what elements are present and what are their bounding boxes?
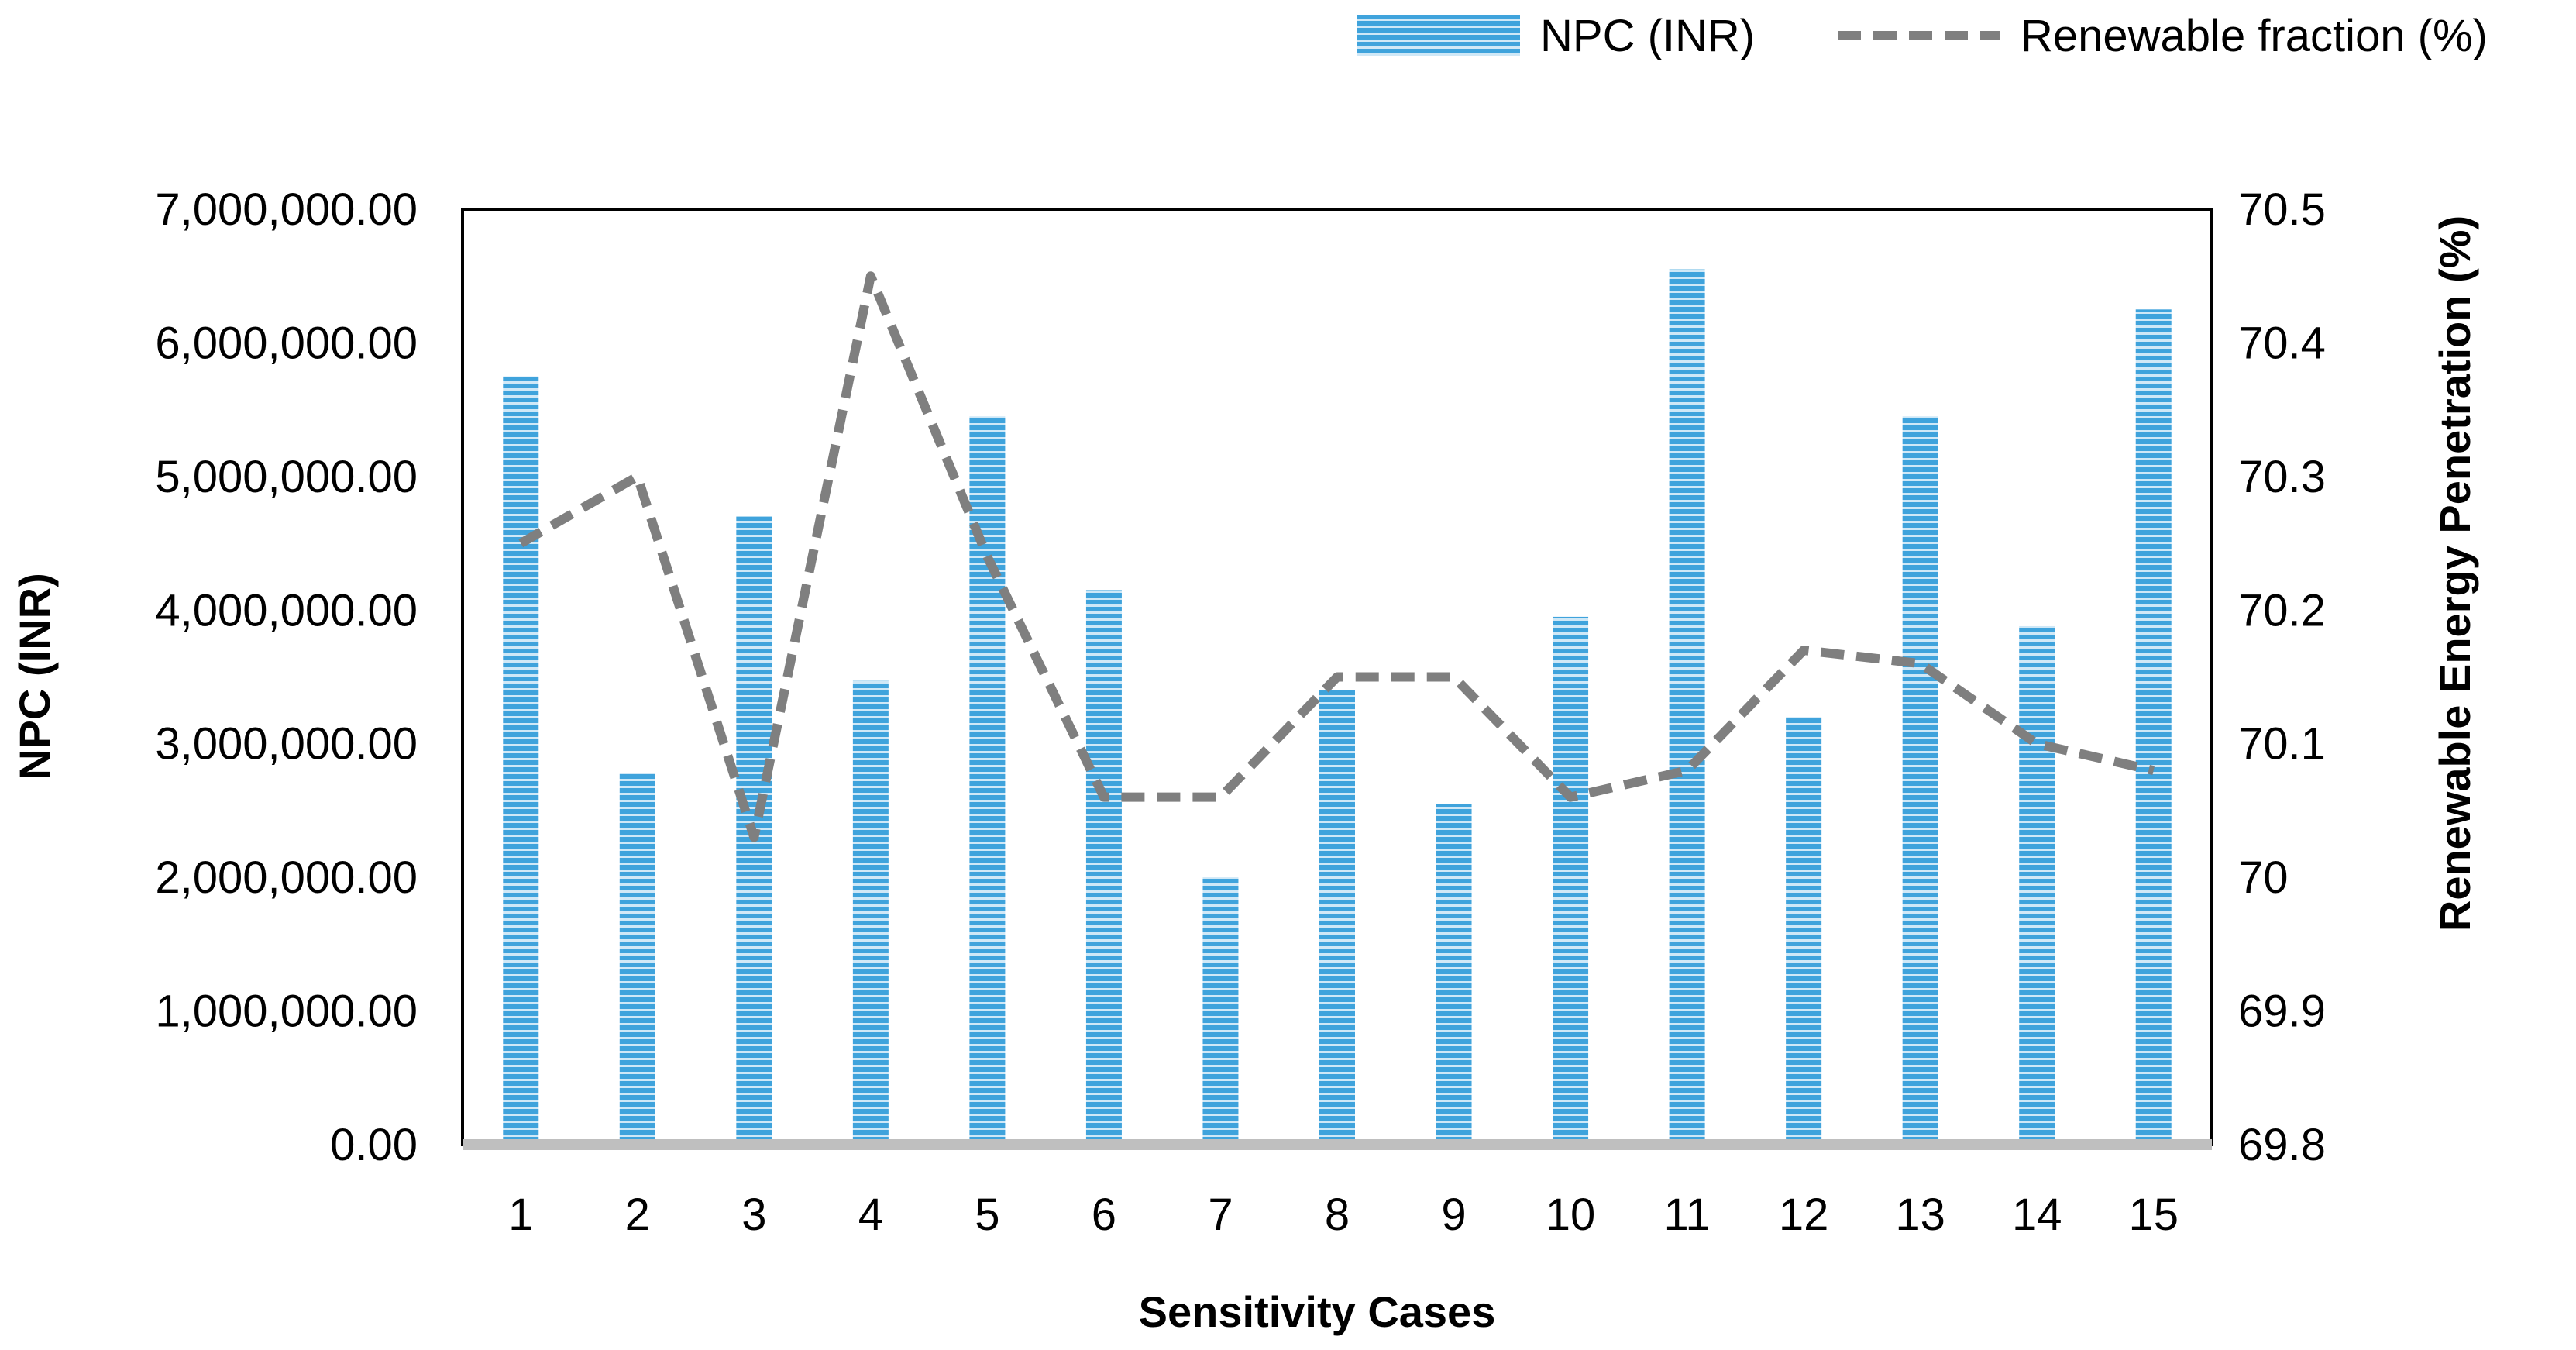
y2-axis-title: Renewable Energy Penetration (%) bbox=[2430, 215, 2479, 932]
bar-series bbox=[503, 269, 2172, 1145]
x-tick-label: 8 bbox=[1325, 1190, 1350, 1240]
y-tick-label: 0.00 bbox=[330, 1120, 418, 1170]
y-tick-label: 4,000,000.00 bbox=[155, 585, 418, 635]
legend-label-renewable: Renewable fraction (%) bbox=[2021, 11, 2488, 61]
bar-case-13 bbox=[1902, 416, 1938, 1145]
x-tick-label: 15 bbox=[2128, 1190, 2179, 1240]
bar-case-12 bbox=[1786, 717, 1822, 1145]
bar-case-7 bbox=[1202, 877, 1239, 1145]
x-tick-label: 11 bbox=[1663, 1190, 1710, 1240]
x-tick-label: 5 bbox=[975, 1190, 999, 1240]
x-tick-label: 7 bbox=[1208, 1190, 1233, 1240]
y-tick-label: 7,000,000.00 bbox=[155, 184, 418, 235]
y2-tick-label: 70.1 bbox=[2238, 719, 2326, 770]
y2-tick-label: 70 bbox=[2238, 852, 2289, 903]
bar-case-2 bbox=[619, 773, 655, 1145]
legend-swatch-npc bbox=[1357, 15, 1520, 56]
bar-case-15 bbox=[2135, 309, 2172, 1145]
bar-case-8 bbox=[1319, 690, 1355, 1145]
y-tick-label: 3,000,000.00 bbox=[155, 719, 418, 770]
y2-tick-label: 70.4 bbox=[2238, 318, 2326, 368]
x-axis-baseline bbox=[463, 1139, 2212, 1150]
bar-case-9 bbox=[1436, 804, 1472, 1145]
right-axis-ticks: 69.8 69.9 70 70.1 70.2 70.3 70.4 70.5 bbox=[2238, 184, 2326, 1170]
x-tick-label: 3 bbox=[741, 1190, 766, 1240]
y-tick-label: 2,000,000.00 bbox=[155, 852, 418, 903]
bar-case-10 bbox=[1553, 616, 1589, 1145]
y2-tick-label: 70.2 bbox=[2238, 585, 2326, 635]
x-tick-label: 4 bbox=[858, 1190, 883, 1240]
x-tick-label: 2 bbox=[625, 1190, 650, 1240]
y-tick-label: 5,000,000.00 bbox=[155, 452, 418, 502]
x-tick-label: 10 bbox=[1546, 1190, 1596, 1240]
bar-case-4 bbox=[852, 680, 889, 1145]
y-tick-label: 6,000,000.00 bbox=[155, 318, 418, 368]
bar-case-6 bbox=[1085, 590, 1122, 1145]
legend-label-npc: NPC (INR) bbox=[1540, 11, 1755, 61]
left-axis-ticks: 0.00 1,000,000.00 2,000,000.00 3,000,000.00… bbox=[155, 184, 418, 1170]
y2-tick-label: 69.9 bbox=[2238, 987, 2326, 1037]
x-tick-label: 14 bbox=[2012, 1190, 2062, 1240]
x-tick-label: 6 bbox=[1092, 1190, 1116, 1240]
x-axis-title: Sensitivity Cases bbox=[1139, 1287, 1496, 1336]
x-tick-label: 9 bbox=[1441, 1190, 1466, 1240]
y-axis-title: NPC (INR) bbox=[10, 573, 59, 780]
renewable-fraction-line bbox=[518, 271, 2155, 842]
y2-tick-label: 70.3 bbox=[2238, 452, 2326, 502]
x-tick-label: 13 bbox=[1895, 1190, 1945, 1240]
legend: NPC (INR) Renewable fraction (%) bbox=[1357, 11, 2488, 61]
x-tick-label: 1 bbox=[508, 1190, 533, 1240]
bar-case-1 bbox=[503, 376, 539, 1145]
bar-case-11 bbox=[1669, 269, 1705, 1145]
line-series bbox=[518, 271, 2155, 842]
y-tick-label: 1,000,000.00 bbox=[155, 987, 418, 1037]
bar-case-14 bbox=[2019, 625, 2055, 1145]
x-tick-label: 12 bbox=[1779, 1190, 1829, 1240]
y2-tick-label: 69.8 bbox=[2238, 1120, 2326, 1170]
x-axis-ticks: 1 2 3 4 5 6 7 8 9 10 11 12 13 14 15 bbox=[508, 1190, 2179, 1240]
y2-tick-label: 70.5 bbox=[2238, 184, 2326, 235]
